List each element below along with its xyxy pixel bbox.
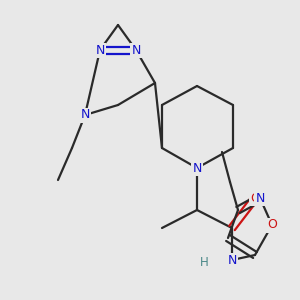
Text: N: N (95, 44, 105, 56)
Text: N: N (131, 44, 141, 56)
Text: N: N (192, 161, 202, 175)
Text: N: N (255, 191, 265, 205)
Text: N: N (80, 109, 90, 122)
Text: N: N (227, 254, 237, 266)
Text: O: O (267, 218, 277, 232)
Text: O: O (250, 191, 260, 205)
Text: H: H (200, 256, 208, 268)
